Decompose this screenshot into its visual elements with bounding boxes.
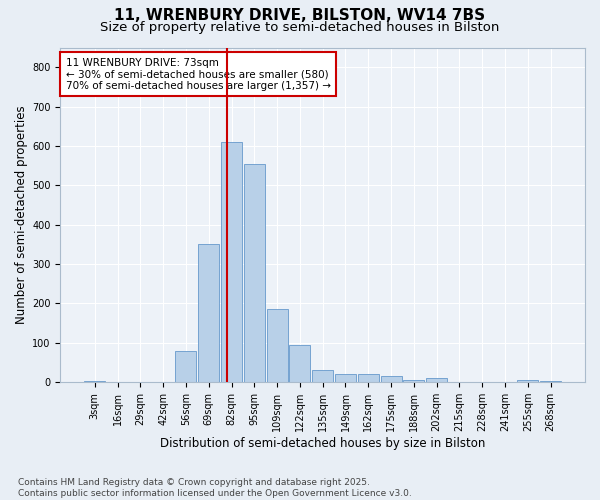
Bar	[221, 142, 242, 382]
Text: 11, WRENBURY DRIVE, BILSTON, WV14 7BS: 11, WRENBURY DRIVE, BILSTON, WV14 7BS	[115, 8, 485, 22]
X-axis label: Distribution of semi-detached houses by size in Bilston: Distribution of semi-detached houses by …	[160, 437, 485, 450]
Bar	[198, 244, 219, 382]
Bar	[380, 376, 401, 382]
Bar	[289, 345, 310, 382]
Bar	[335, 374, 356, 382]
Bar	[312, 370, 333, 382]
Y-axis label: Number of semi-detached properties: Number of semi-detached properties	[15, 106, 28, 324]
Bar	[403, 380, 424, 382]
Bar	[266, 310, 287, 382]
Bar	[358, 374, 379, 382]
Text: Size of property relative to semi-detached houses in Bilston: Size of property relative to semi-detach…	[100, 21, 500, 34]
Bar	[244, 164, 265, 382]
Text: Contains HM Land Registry data © Crown copyright and database right 2025.
Contai: Contains HM Land Registry data © Crown c…	[18, 478, 412, 498]
Bar	[517, 380, 538, 382]
Text: 11 WRENBURY DRIVE: 73sqm
← 30% of semi-detached houses are smaller (580)
70% of : 11 WRENBURY DRIVE: 73sqm ← 30% of semi-d…	[65, 58, 331, 90]
Bar	[426, 378, 447, 382]
Bar	[175, 350, 196, 382]
